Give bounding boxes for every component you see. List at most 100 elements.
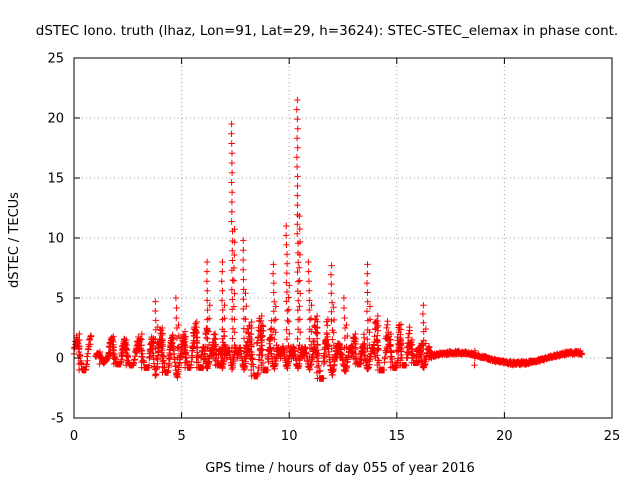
data-point [242, 316, 249, 323]
data-point [83, 361, 90, 368]
data-point [295, 278, 302, 285]
data-point [193, 339, 200, 346]
y-tick-label: 5 [56, 292, 64, 307]
data-point [173, 314, 180, 322]
data-point [422, 340, 429, 347]
data-point [138, 330, 146, 338]
data-point [110, 360, 118, 368]
data-point [75, 360, 83, 368]
y-tick-label: 0 [56, 352, 64, 367]
data-point [123, 362, 130, 369]
data-point [309, 354, 317, 361]
data-point [387, 336, 394, 343]
data-point [294, 268, 301, 276]
data-point [243, 349, 250, 356]
data-point [172, 294, 180, 302]
data-point [75, 348, 83, 356]
data-point [248, 366, 255, 374]
data-point [159, 330, 166, 337]
data-point [247, 354, 255, 362]
data-point [88, 333, 95, 340]
data-point [422, 325, 429, 333]
data-point [282, 232, 290, 239]
data-point [228, 218, 235, 225]
data-point [366, 316, 374, 323]
data-point [328, 262, 335, 269]
data-point [264, 366, 272, 374]
data-point [313, 335, 321, 342]
data-point [230, 264, 238, 272]
data-point [244, 325, 251, 333]
data-point [228, 189, 236, 196]
data-point [265, 358, 272, 366]
data-point [374, 357, 382, 364]
data-point [206, 302, 213, 309]
data-point [296, 238, 304, 246]
data-point [328, 308, 335, 315]
data-point [175, 332, 182, 340]
data-point [297, 329, 304, 336]
data-point [231, 290, 238, 297]
data-point [206, 315, 213, 322]
data-point [248, 318, 255, 326]
data-point [471, 354, 478, 362]
data-point [294, 173, 301, 180]
data-point [212, 330, 219, 338]
data-point [155, 348, 162, 355]
x-tick-label: 25 [604, 429, 621, 444]
data-point [152, 307, 159, 315]
data-point [374, 361, 381, 369]
data-point [231, 226, 238, 233]
data-point [341, 324, 349, 332]
data-point [374, 347, 381, 354]
data-point [374, 332, 381, 339]
data-point [283, 326, 290, 333]
data-point [314, 329, 321, 337]
data-point [286, 282, 293, 289]
data-point [182, 338, 189, 346]
data-point [229, 257, 236, 264]
data-point [314, 318, 321, 325]
y-tick-label: 25 [47, 52, 64, 67]
data-point [352, 330, 359, 338]
x-tick-label: 0 [70, 429, 78, 444]
data-point [228, 286, 235, 293]
data-point [159, 341, 166, 348]
data-point [181, 328, 189, 335]
y-tick-label: 15 [47, 172, 64, 187]
x-tick-label: 15 [389, 429, 406, 444]
data-point [96, 360, 103, 368]
data-point [228, 140, 235, 147]
data-point [380, 366, 388, 374]
data-point [327, 271, 335, 278]
data-point [204, 297, 211, 304]
data-point [329, 336, 336, 343]
data-point [284, 307, 291, 315]
data-point [578, 350, 586, 357]
data-point [306, 306, 313, 314]
data-point [286, 330, 293, 337]
data-point [248, 330, 255, 338]
data-point [328, 290, 335, 297]
data-point [231, 239, 238, 246]
data-point [295, 297, 302, 304]
data-point [313, 363, 321, 371]
data-point [296, 251, 304, 258]
data-point [285, 318, 292, 325]
x-tick-label: 10 [281, 429, 298, 444]
data-point [229, 276, 236, 284]
data-point [330, 304, 337, 311]
data-point [203, 278, 211, 285]
data-point [314, 324, 321, 331]
data-point [204, 335, 211, 342]
data-point [138, 336, 145, 343]
data-point [159, 358, 166, 365]
data-point [320, 375, 327, 382]
data-point [76, 336, 83, 344]
data-point [381, 353, 389, 361]
data-point [306, 297, 313, 304]
data-point [270, 308, 277, 315]
data-point [344, 332, 351, 340]
data-point [204, 287, 211, 294]
